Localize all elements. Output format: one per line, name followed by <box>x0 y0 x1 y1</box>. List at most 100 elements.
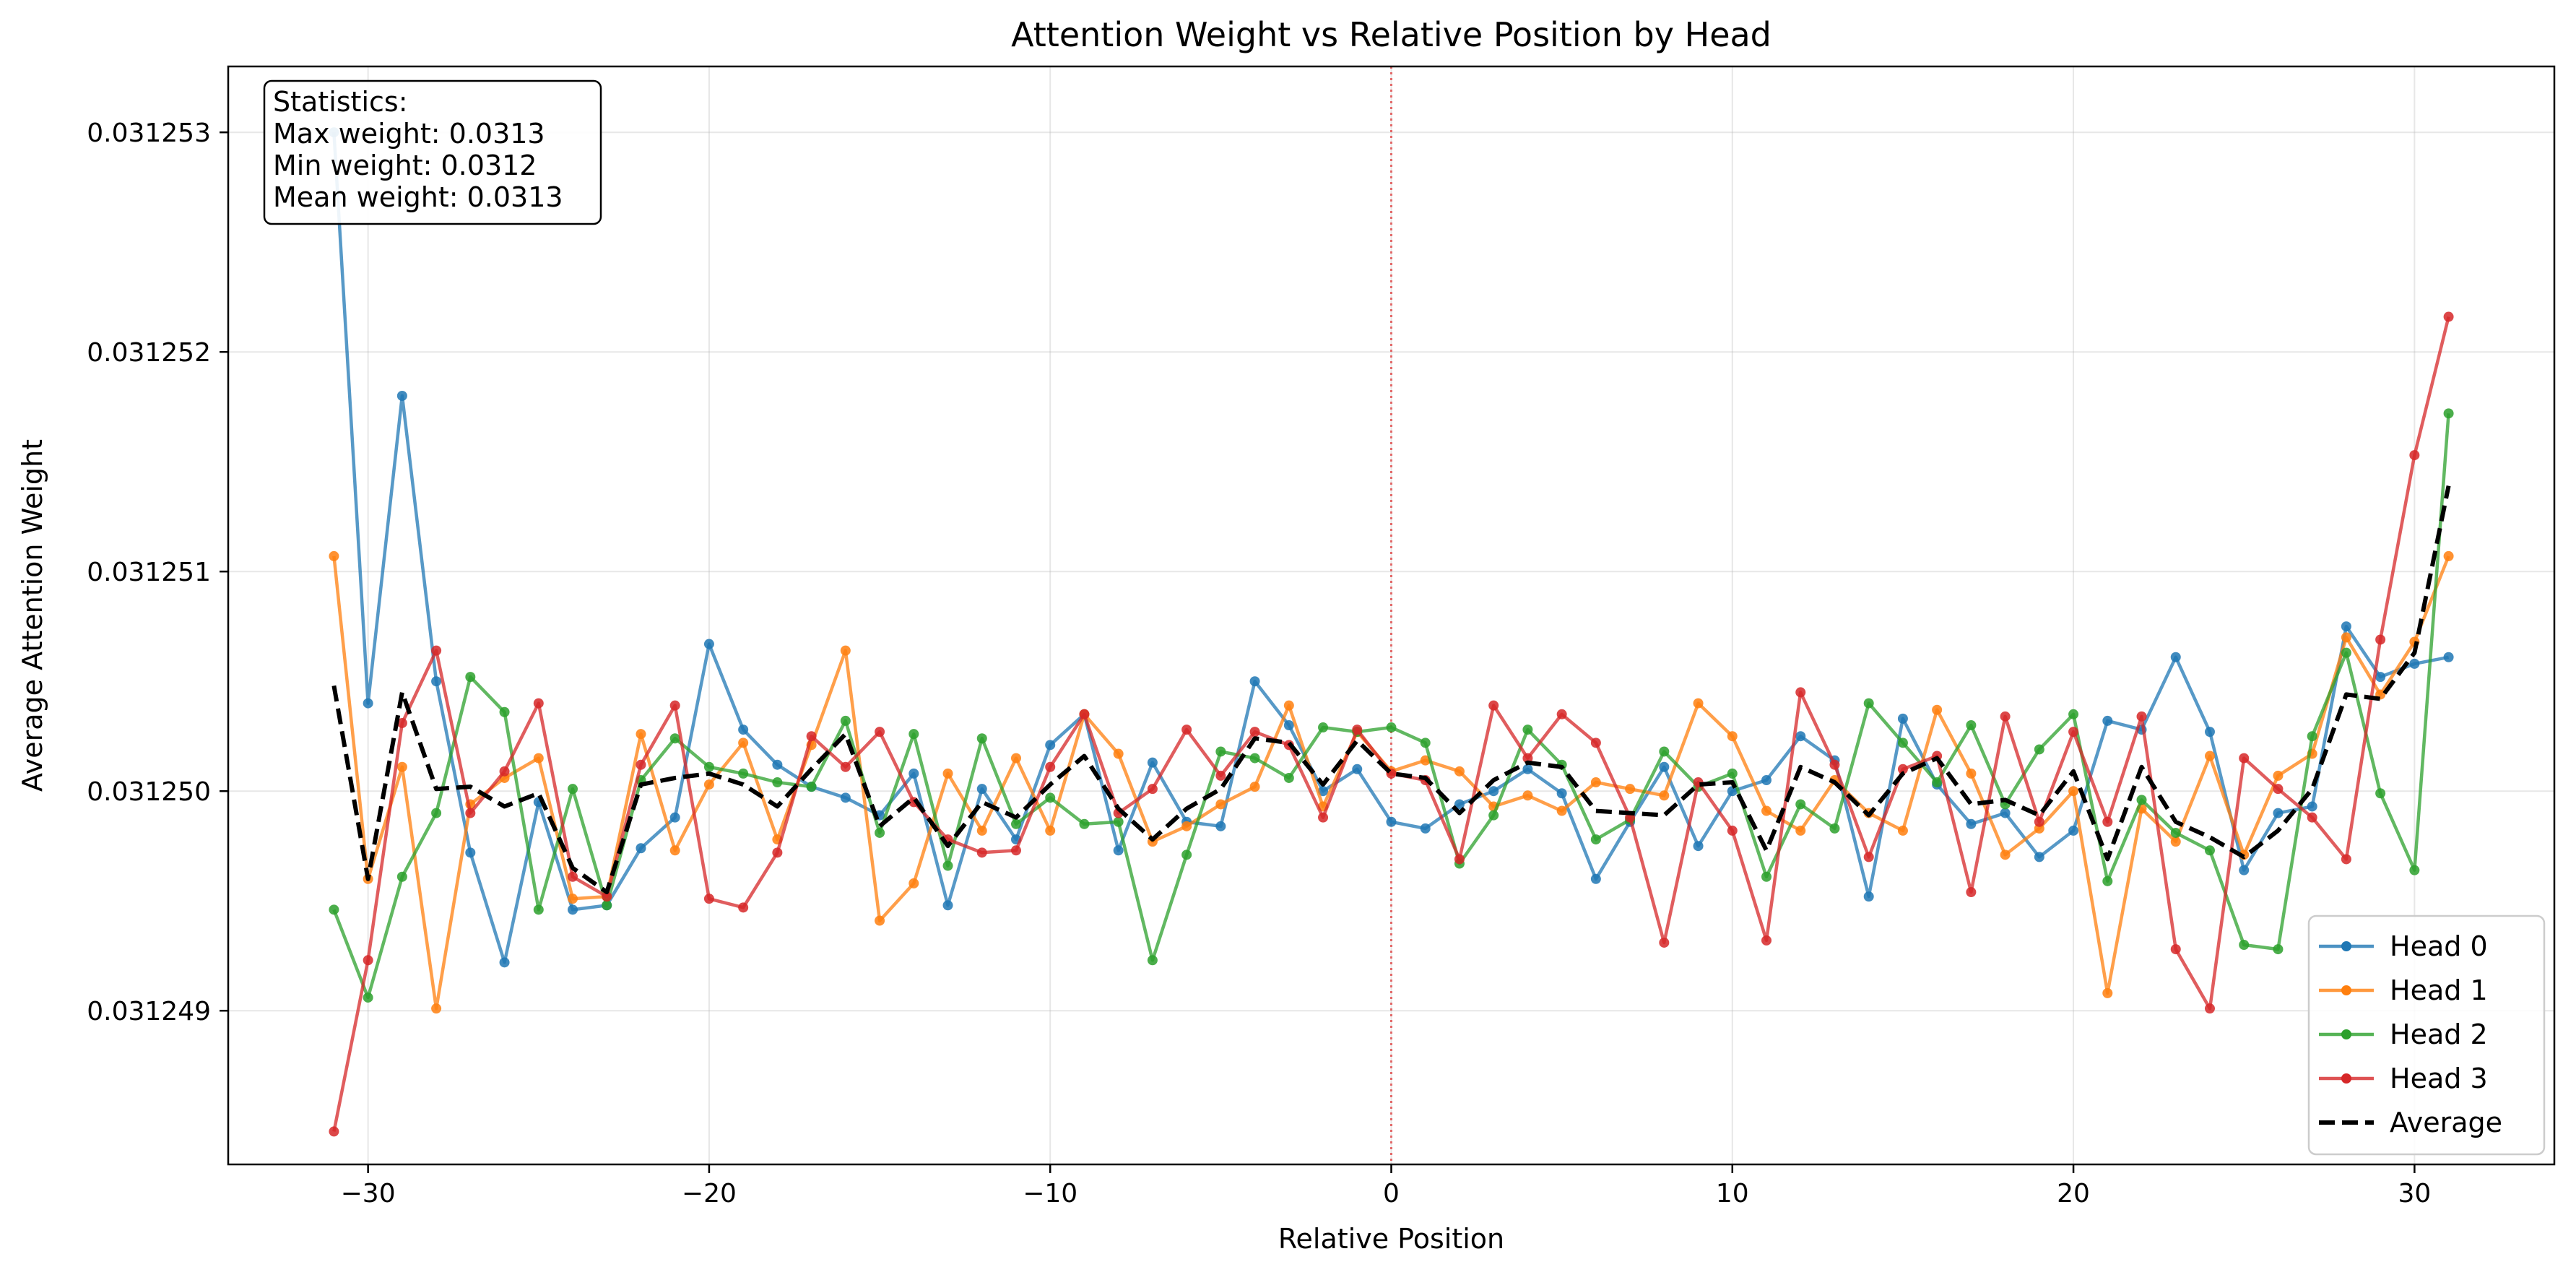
data-point <box>1215 770 1226 781</box>
statistics-line: Mean weight: 0.0313 <box>273 181 563 213</box>
data-point <box>568 784 578 795</box>
data-point <box>875 915 885 926</box>
statistics-line: Statistics: <box>273 86 408 118</box>
data-point <box>1249 676 1260 687</box>
data-point <box>1215 746 1226 757</box>
x-axis-title: Relative Position <box>1278 1223 1504 1255</box>
data-point <box>1522 790 1533 801</box>
data-point <box>329 904 339 915</box>
data-point <box>669 733 680 744</box>
data-point <box>1625 784 1636 795</box>
series-average <box>331 485 2451 894</box>
data-point <box>2068 727 2079 738</box>
data-point <box>1522 764 1533 774</box>
data-point <box>568 871 578 882</box>
data-point <box>703 894 714 904</box>
data-point <box>1420 823 1431 834</box>
data-point <box>1010 753 1021 764</box>
data-point <box>636 759 646 770</box>
data-point <box>2341 854 2351 865</box>
data-point <box>1966 887 1977 898</box>
data-point <box>2102 816 2113 827</box>
data-point <box>329 1126 339 1137</box>
x-tick-label: 30 <box>2398 1179 2431 1208</box>
data-point <box>942 768 953 779</box>
data-point <box>568 894 578 904</box>
data-point <box>1045 740 1056 751</box>
data-point <box>1181 821 1192 831</box>
data-point <box>1352 725 1363 735</box>
data-point <box>806 731 817 742</box>
data-point <box>738 725 749 735</box>
data-point <box>1010 818 1021 829</box>
data-point <box>976 825 987 836</box>
data-point <box>1590 777 1601 788</box>
x-tick-label: −30 <box>341 1179 396 1208</box>
legend-label: Head 0 <box>2390 930 2488 962</box>
y-axis-title: Average Attention Weight <box>17 439 48 792</box>
data-point <box>2375 672 2386 683</box>
y-tick-label: 0.031252 <box>87 338 211 368</box>
data-point <box>1113 748 1124 759</box>
data-point <box>840 715 851 726</box>
data-point <box>2170 652 2181 662</box>
data-point <box>2307 812 2317 823</box>
data-point <box>465 808 476 818</box>
statistics-line: Max weight: 0.0313 <box>273 118 545 150</box>
data-point <box>2034 816 2044 827</box>
data-point <box>2273 808 2284 818</box>
x-tick-label: −10 <box>1023 1179 1077 1208</box>
data-point <box>1386 722 1397 733</box>
data-point <box>669 700 680 711</box>
data-point <box>1727 825 1738 836</box>
data-point <box>1659 746 1670 757</box>
data-point <box>2068 709 2079 719</box>
data-point <box>1488 810 1499 821</box>
data-point <box>1454 799 1465 810</box>
data-point <box>2443 550 2454 561</box>
series-line <box>331 485 2451 894</box>
data-point <box>363 698 373 709</box>
x-tick-label: 0 <box>1383 1179 1400 1208</box>
data-point <box>772 777 783 788</box>
axes: −30 −20 −10 0 10 20 30 0.031249 0.031250 0.031251… <box>87 65 2556 1208</box>
data-point <box>2204 727 2215 738</box>
data-point <box>1590 738 1601 748</box>
data-point <box>2102 875 2113 886</box>
y-tick-label: 0.031249 <box>87 997 211 1026</box>
data-point <box>1590 834 1601 845</box>
legend-label: Average <box>2390 1107 2502 1138</box>
data-point <box>2000 849 2011 860</box>
series-head-2 <box>329 408 2454 1003</box>
series-head-0 <box>329 127 2454 968</box>
data-point <box>1966 768 1977 779</box>
y-tick-label: 0.031253 <box>87 118 211 148</box>
legend-label: Head 3 <box>2390 1063 2488 1094</box>
x-tick-label: 20 <box>2057 1179 2090 1208</box>
data-point <box>2307 731 2317 742</box>
data-point <box>2273 944 2284 955</box>
data-point <box>1761 935 1772 946</box>
data-point <box>908 878 919 888</box>
legend: Head 0 Head 1 Head 2 Head 3 Average <box>2307 914 2546 1156</box>
data-point <box>2341 647 2351 658</box>
data-point <box>1897 738 1908 748</box>
data-point <box>2239 753 2250 764</box>
data-point <box>1283 772 1294 783</box>
data-point <box>533 698 544 709</box>
data-point <box>1181 725 1192 735</box>
data-point <box>1727 768 1738 779</box>
data-point <box>1249 782 1260 792</box>
data-point <box>1761 775 1772 785</box>
data-point <box>2136 795 2147 805</box>
data-point <box>1761 871 1772 882</box>
data-point <box>2034 852 2044 862</box>
data-point <box>2170 836 2181 847</box>
y-tick-label: 0.031251 <box>87 558 211 587</box>
data-point <box>1318 786 1329 797</box>
data-point <box>1113 816 1124 827</box>
data-point <box>1079 818 1090 829</box>
data-point <box>2409 450 2420 461</box>
data-point <box>976 733 987 744</box>
